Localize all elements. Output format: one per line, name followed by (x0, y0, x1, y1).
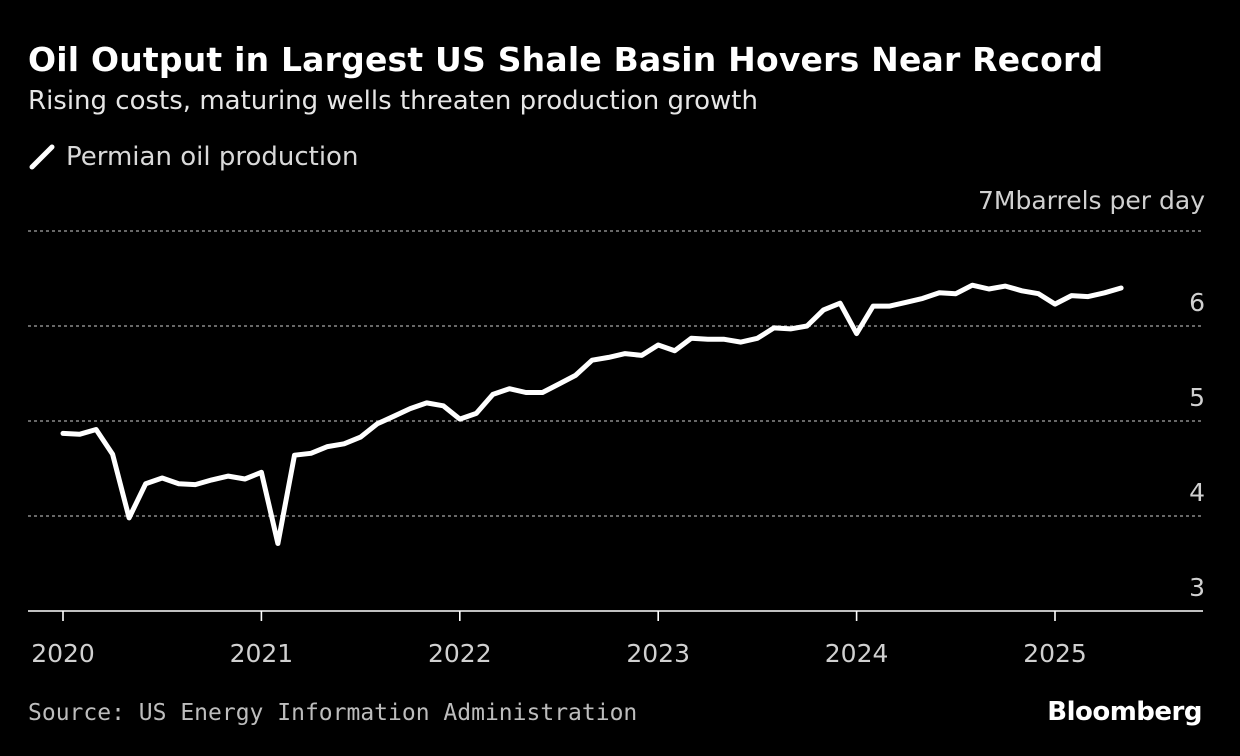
legend-label: Permian oil production (66, 142, 359, 172)
y-axis-unit-label: 7Mbarrels per day (978, 186, 1205, 215)
y-tick-label: 3 (1189, 573, 1205, 602)
y-tick-label: 4 (1189, 478, 1205, 507)
x-tick-label: 2024 (825, 639, 889, 668)
x-tick-label: 2020 (31, 639, 95, 668)
bloomberg-logo: Bloomberg (1047, 697, 1202, 727)
legend-line-icon (29, 144, 55, 170)
x-tick-label: 2023 (626, 639, 690, 668)
chart-subtitle: Rising costs, maturing wells threaten pr… (28, 86, 758, 116)
source-note: Source: US Energy Information Administra… (28, 700, 638, 726)
x-tick-label: 2025 (1023, 639, 1087, 668)
y-tick-label: 6 (1189, 288, 1205, 317)
y-tick-label: 5 (1189, 383, 1205, 412)
chart-title: Oil Output in Largest US Shale Basin Hov… (28, 40, 1104, 79)
x-tick-label: 2021 (230, 639, 294, 668)
x-tick-label: 2022 (428, 639, 492, 668)
series-line-permian (60, 282, 1124, 546)
chart-legend: Permian oil production (28, 142, 358, 172)
